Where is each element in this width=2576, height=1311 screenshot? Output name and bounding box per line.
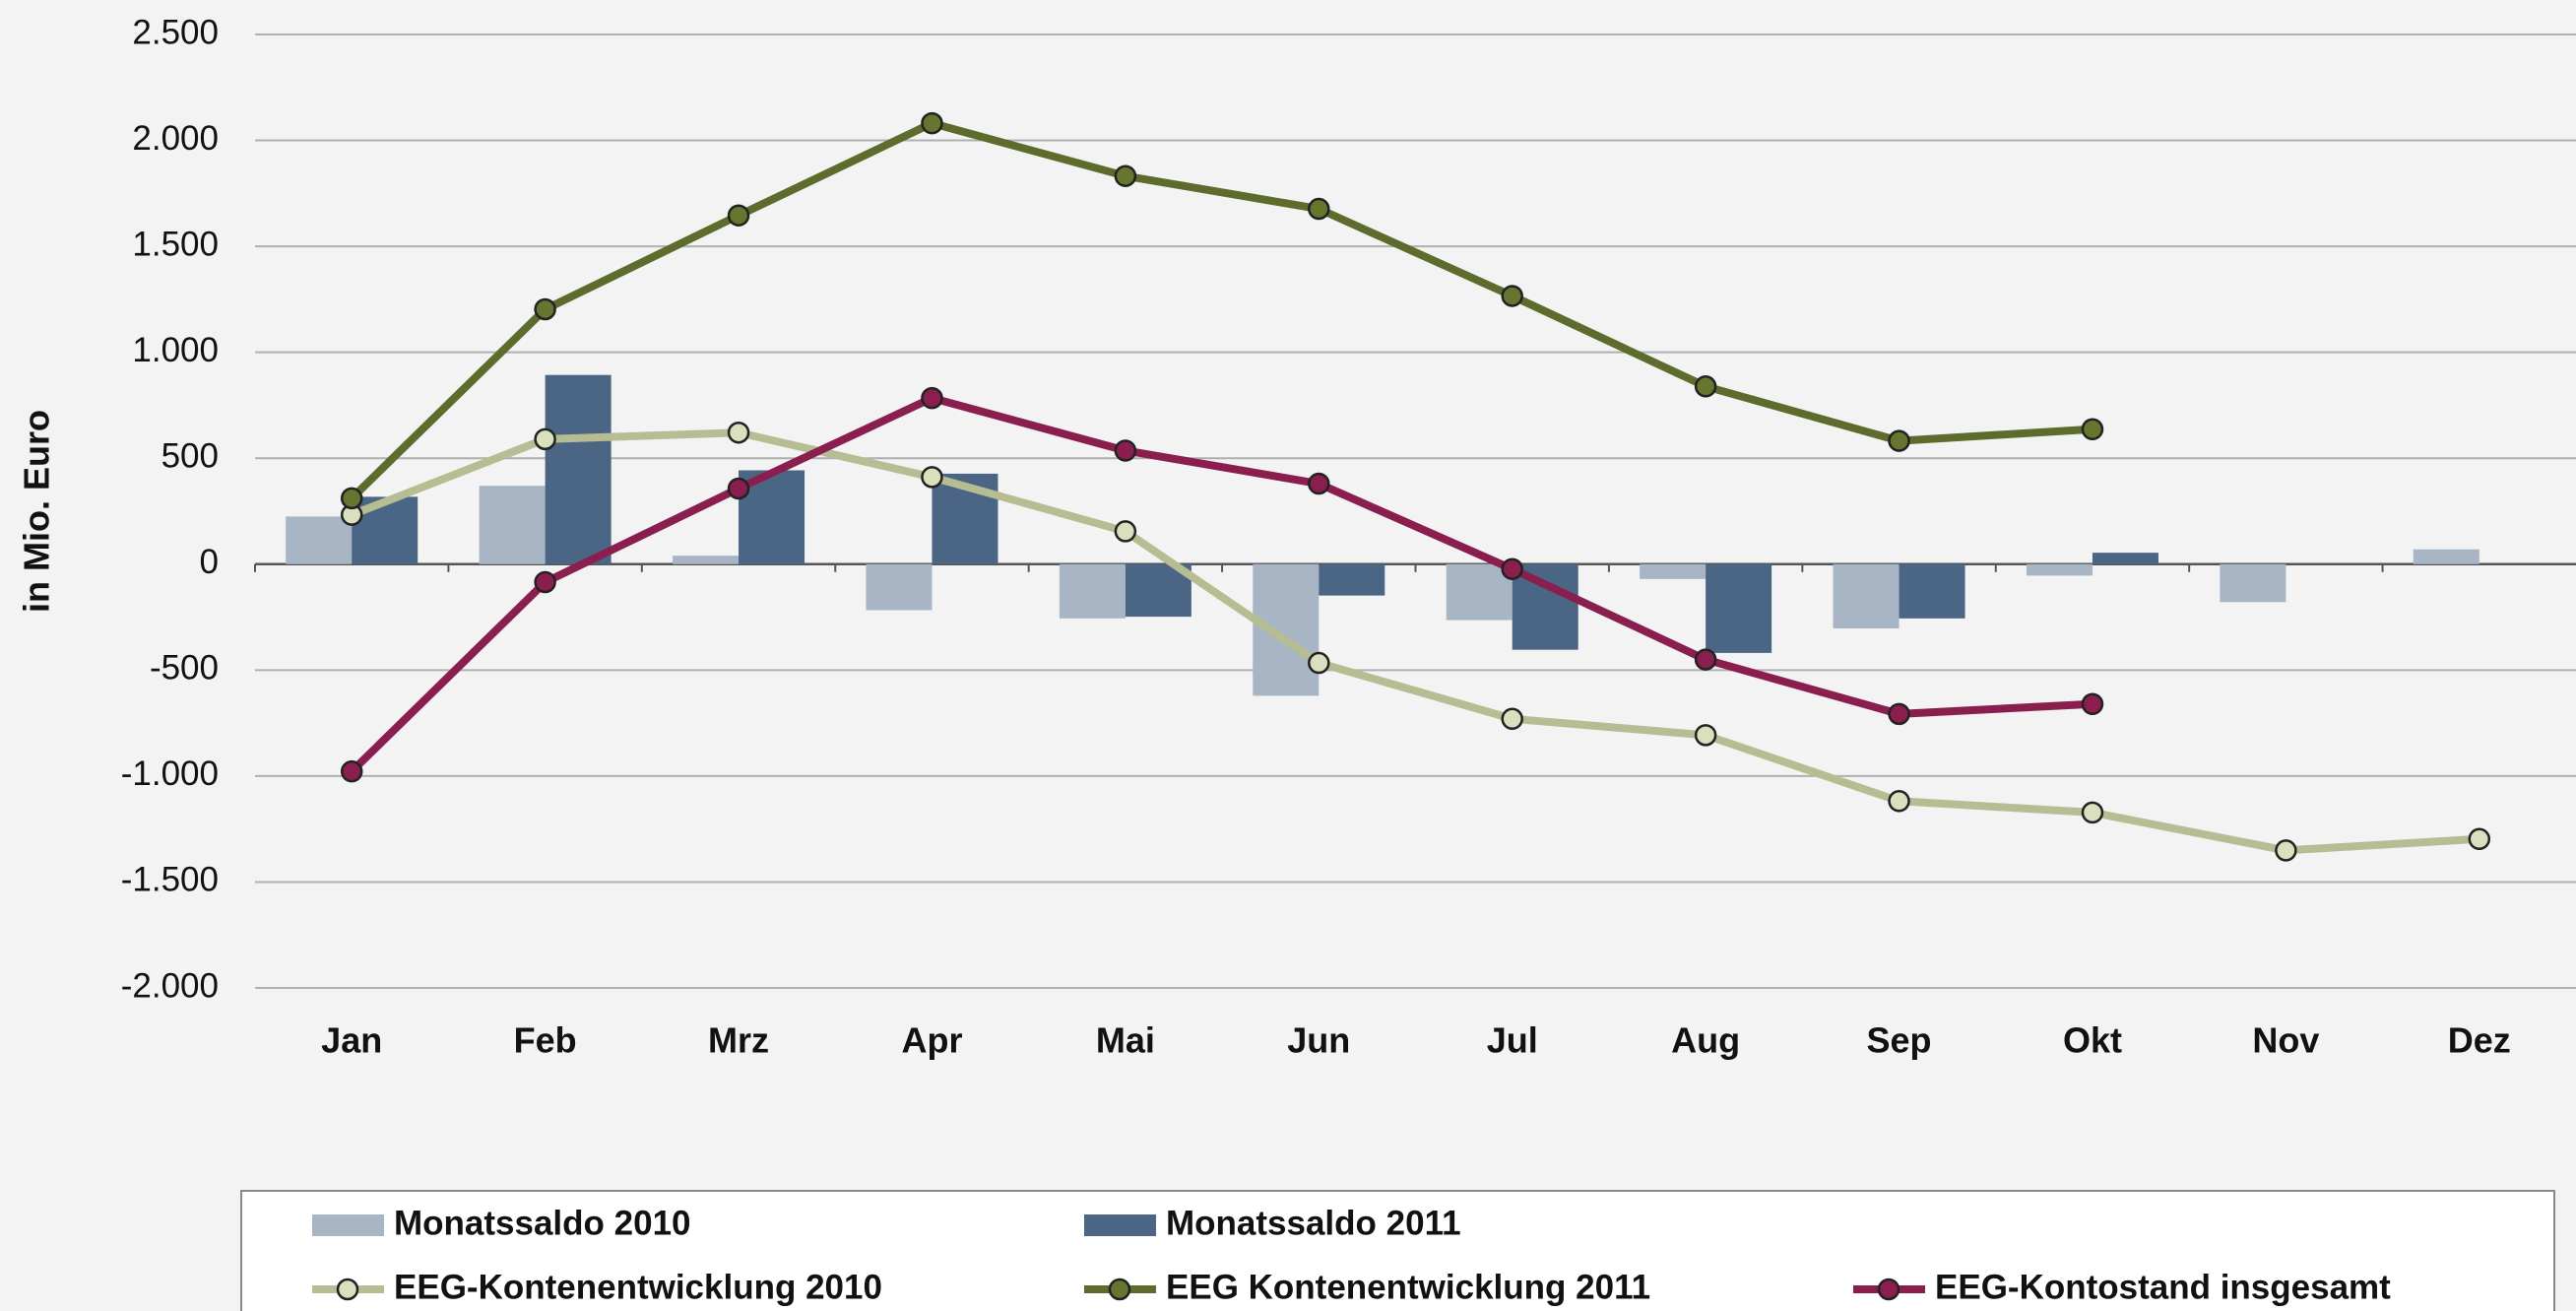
point <box>1501 557 1523 580</box>
legend-marker <box>336 1278 359 1301</box>
point <box>2081 801 2104 824</box>
bar <box>2026 563 2093 576</box>
x-tick-label: Mai <box>1096 1020 1155 1061</box>
bar <box>866 563 933 611</box>
x-tick-label: Jan <box>321 1020 382 1061</box>
x-tick-label: Dez <box>2448 1020 2511 1061</box>
line <box>350 428 2480 855</box>
point <box>1888 702 1910 726</box>
x-tick-label: Nov <box>2252 1020 2319 1061</box>
point <box>534 297 556 321</box>
line <box>349 394 2093 775</box>
bar <box>1640 563 1707 579</box>
bar <box>1706 563 1772 653</box>
legend-label: EEG-Kontenentwicklung 2010 <box>394 1268 882 1306</box>
legend-label: Monatssaldo 2010 <box>394 1204 691 1242</box>
y-tick-label: -1.000 <box>121 754 219 793</box>
point <box>1114 164 1137 187</box>
point <box>921 466 943 489</box>
point <box>1501 285 1523 307</box>
legend-label: Monatssaldo 2011 <box>1166 1204 1461 1242</box>
y-tick-label: 500 <box>161 436 219 475</box>
point <box>727 204 750 227</box>
point <box>1308 472 1330 495</box>
y-tick-label: 2.500 <box>132 13 219 51</box>
bar <box>1833 563 1900 628</box>
y-tick-label: -1.500 <box>121 861 219 899</box>
point <box>1308 651 1330 675</box>
legend-marker <box>1108 1278 1131 1301</box>
y-tick-label: 1.500 <box>132 225 219 263</box>
point <box>340 759 363 783</box>
point <box>2081 418 2104 441</box>
point <box>1501 707 1523 731</box>
bar <box>545 374 612 564</box>
x-tick-label: Jul <box>1487 1020 1538 1061</box>
x-tick-label: Jun <box>1287 1020 1350 1061</box>
legend-label: EEG-Kontostand insgesamt <box>1935 1268 2391 1306</box>
x-tick-label: Sep <box>1867 1020 1932 1061</box>
point <box>534 570 556 594</box>
point <box>1114 520 1137 543</box>
bar <box>1059 563 1126 619</box>
bar <box>1253 563 1320 696</box>
legend-swatch <box>312 1214 384 1236</box>
point <box>340 487 363 510</box>
point <box>1694 724 1717 747</box>
point <box>921 111 943 135</box>
bar <box>479 486 546 564</box>
point <box>921 386 943 410</box>
line <box>349 119 2093 501</box>
point <box>1694 648 1717 671</box>
point <box>2275 839 2297 862</box>
x-tick-label: Aug <box>1671 1020 1740 1061</box>
legend-box <box>240 1190 2555 1311</box>
point <box>1308 197 1330 221</box>
bar <box>1319 563 1385 596</box>
y-axis-title: in Mio. Euro <box>17 410 57 613</box>
bar <box>2413 549 2479 564</box>
point <box>1888 790 1910 813</box>
x-tick-label: Okt <box>2063 1020 2122 1061</box>
point <box>1888 429 1910 452</box>
y-tick-label: 2.000 <box>132 119 219 158</box>
bar <box>2220 563 2286 603</box>
legend-label: EEG Kontenentwicklung 2011 <box>1166 1268 1650 1306</box>
legend-marker <box>1877 1278 1900 1301</box>
x-tick-label: Mrz <box>708 1020 769 1061</box>
y-tick-label: -500 <box>150 649 219 688</box>
point <box>534 427 556 451</box>
point <box>1694 375 1717 398</box>
bar <box>1899 563 1965 619</box>
x-tick-label: Apr <box>901 1020 962 1061</box>
y-tick-label: -2.000 <box>121 966 219 1005</box>
y-tick-label: 1.000 <box>132 331 219 369</box>
x-tick-label: Feb <box>514 1020 577 1061</box>
legend-swatch <box>1084 1214 1156 1236</box>
bar <box>286 516 353 564</box>
point <box>727 421 750 444</box>
point <box>2081 692 2104 716</box>
bar <box>1446 563 1513 621</box>
point <box>727 477 750 500</box>
bar <box>673 556 740 564</box>
y-tick-label: 0 <box>200 543 219 581</box>
point <box>1114 439 1137 462</box>
point <box>2468 827 2491 851</box>
bar <box>2092 553 2158 564</box>
